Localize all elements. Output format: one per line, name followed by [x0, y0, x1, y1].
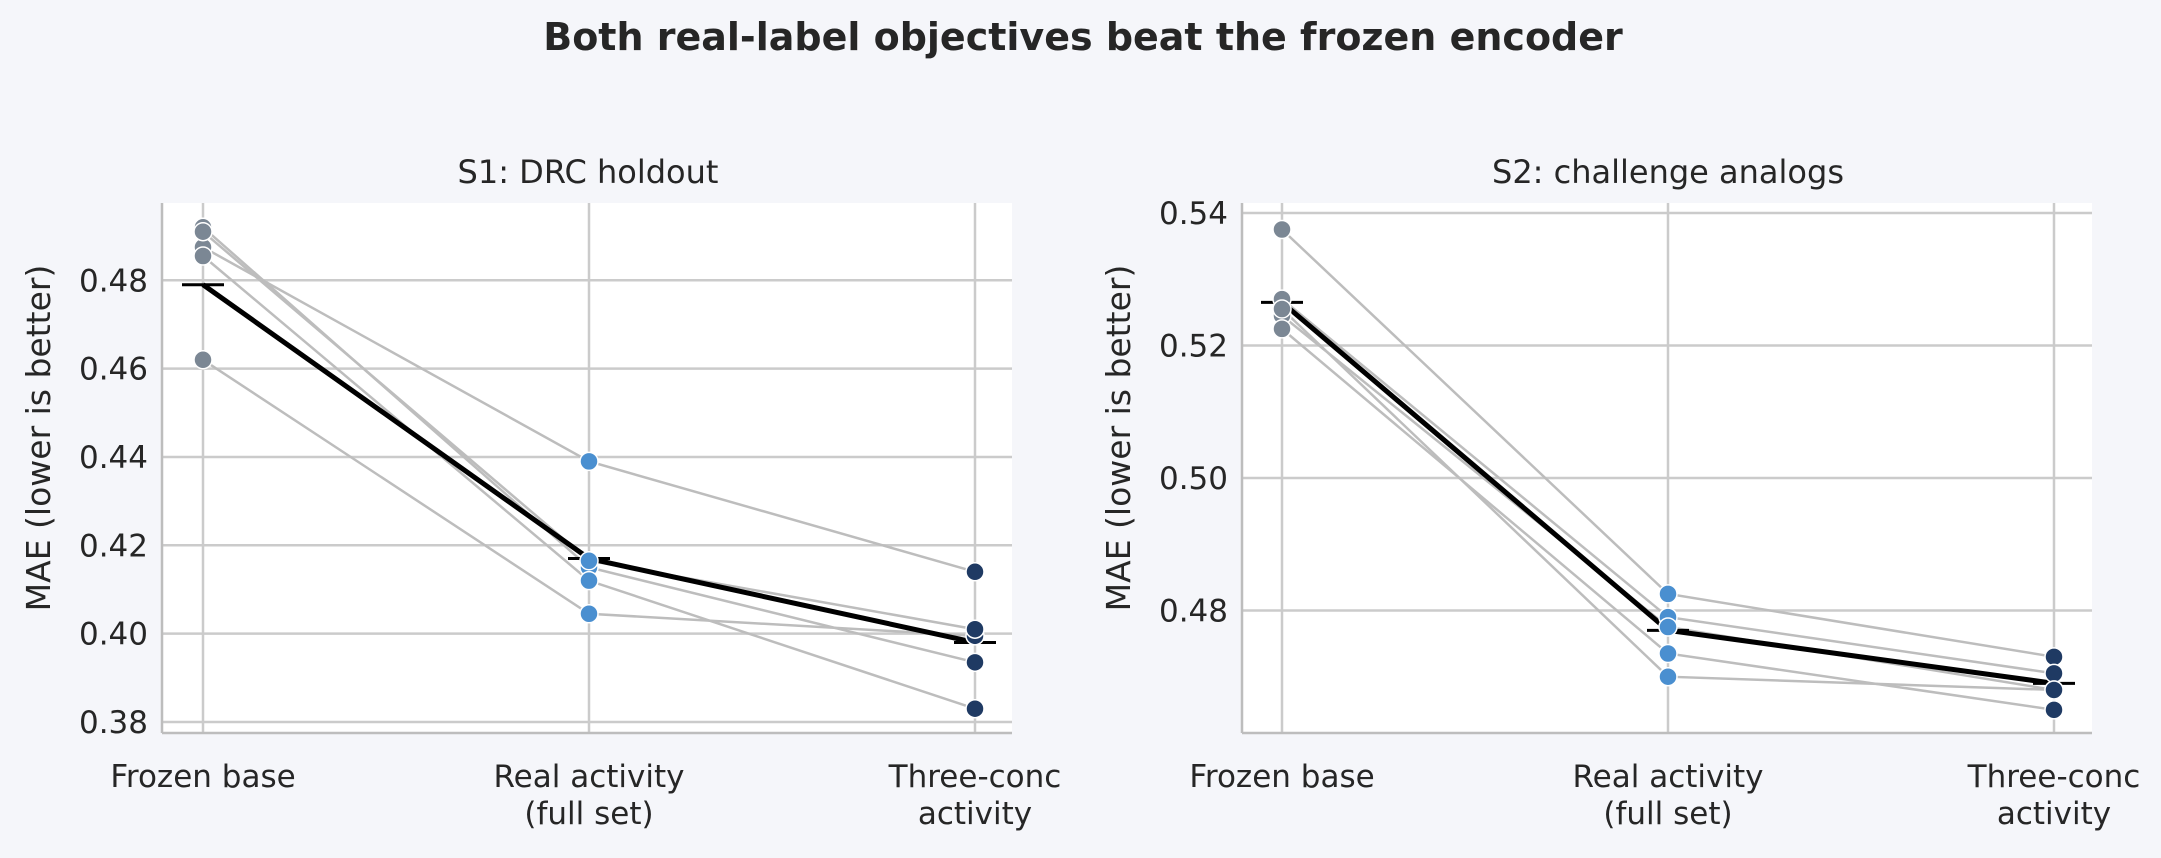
y-tick-label: 0.52 [1159, 328, 1228, 364]
panel-s2-title: S2: challenge analogs [1492, 153, 1844, 191]
data-point [1272, 219, 1292, 240]
data-point [193, 350, 213, 370]
panel-s2: S2: challenge analogs MAE (lower is bett… [1099, 153, 2140, 832]
x-tick-label: Real activity (full set) [1573, 759, 1764, 832]
data-point [1658, 584, 1678, 604]
data-point [2044, 680, 2064, 700]
data-point [1272, 299, 1292, 319]
data-point [1658, 617, 1678, 637]
data-point [579, 451, 599, 472]
data-point [1272, 319, 1292, 339]
data-point [579, 570, 599, 591]
y-tick-label: 0.50 [1159, 461, 1228, 497]
y-tick-label: 0.48 [79, 263, 148, 299]
data-point [1658, 643, 1678, 664]
panel-s2-ylabel: MAE (lower is better) [1099, 265, 1138, 612]
x-tick-label: Frozen base [110, 759, 295, 795]
y-tick-label: 0.46 [79, 352, 148, 388]
data-point [579, 604, 599, 624]
x-tick-label: Three-conc activity [888, 759, 1062, 832]
y-tick-label: 0.40 [79, 617, 148, 653]
data-point [965, 562, 985, 582]
data-point [193, 246, 213, 266]
panel-s1: S1: DRC holdout MAE (lower is better) 0.… [19, 153, 1061, 832]
x-tick-label: Real activity (full set) [494, 759, 685, 832]
data-point [2044, 663, 2064, 684]
data-point [2044, 700, 2064, 720]
data-point [579, 551, 599, 571]
data-point [965, 652, 985, 673]
data-point [193, 221, 213, 242]
y-tick-label: 0.48 [1159, 593, 1228, 629]
panel-s1-plot: 0.38 0.40 0.42 0.44 0.46 0.48 Frozen base Real … [79, 203, 1061, 832]
data-point [1658, 666, 1678, 687]
panel-s1-title: S1: DRC holdout [458, 153, 719, 191]
data-point [965, 619, 985, 639]
x-tick-label: Three-conc activity [1967, 759, 2141, 832]
panel-s1-ylabel: MAE (lower is better) [19, 265, 58, 612]
x-tick-label: Frozen base [1189, 759, 1374, 795]
figure-title: Both real-label objectives beat the froz… [543, 15, 1623, 59]
panel-s2-plot: 0.48 0.50 0.52 0.54 Frozen base Real activity… [1159, 196, 2140, 832]
data-point [965, 698, 985, 719]
y-tick-label: 0.38 [79, 705, 148, 741]
y-tick-label: 0.54 [1159, 196, 1228, 232]
y-tick-label: 0.42 [79, 528, 148, 564]
y-tick-label: 0.44 [79, 440, 148, 476]
data-point [2044, 647, 2064, 667]
